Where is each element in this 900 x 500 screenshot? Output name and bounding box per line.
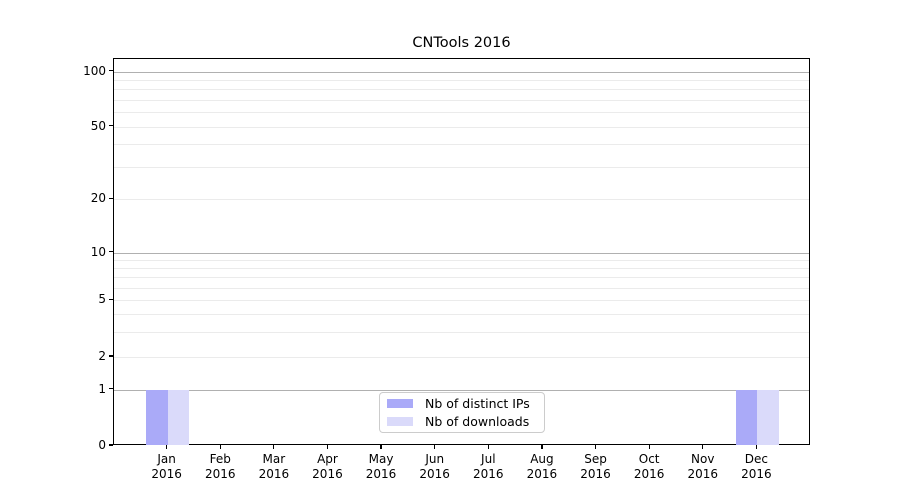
gridline-y-40 (114, 144, 809, 146)
y-tick-20 (109, 197, 113, 199)
x-tick-label-dec: Dec 2016 (724, 452, 788, 482)
x-tick-oct (648, 445, 650, 449)
x-tick-label-nov: Nov 2016 (671, 452, 735, 482)
x-tick-year: 2016 (365, 467, 397, 481)
y-tick-100 (109, 69, 113, 72)
bar-nb-of-distinct-ips-jan (146, 389, 168, 445)
legend-label: Nb of distinct IPs (425, 396, 530, 411)
x-tick-jan (166, 445, 168, 449)
gridline-y-10 (114, 252, 809, 254)
x-tick-month: Aug (530, 452, 554, 466)
y-tick-50 (109, 125, 113, 127)
x-tick-label-sep: Sep 2016 (564, 452, 628, 482)
gridline-y-2 (114, 357, 809, 358)
y-tick-5 (109, 298, 113, 300)
gridline-y-30 (114, 167, 809, 169)
gridline-y-7 (114, 277, 809, 279)
gridline-y-50 (114, 126, 809, 128)
gridline-y-60 (114, 112, 809, 114)
y-tick-label-100: 100 (83, 63, 106, 78)
x-tick-month: Jul (481, 452, 496, 466)
gridline-y-90 (114, 79, 809, 81)
bar-nb-of-downloads-dec (757, 389, 779, 445)
x-tick-label-apr: Apr 2016 (295, 452, 359, 482)
legend-swatch-icon (387, 399, 413, 408)
x-tick-month: May (368, 452, 394, 466)
gridline-y-5 (114, 300, 809, 302)
x-tick-year: 2016 (687, 467, 719, 481)
x-tick-jun (434, 445, 436, 449)
x-tick-month: Jan (157, 452, 176, 466)
gridline-y-3 (114, 331, 809, 333)
x-tick-year: 2016 (741, 467, 772, 481)
plot-area (113, 58, 810, 445)
x-tick-year: 2016 (258, 467, 290, 481)
gridline-y-9 (114, 259, 809, 261)
x-tick-month: Mar (262, 452, 286, 466)
x-tick-may (380, 445, 382, 449)
y-tick-label-10: 10 (90, 244, 106, 259)
legend-item-0: Nb of distinct IPs (387, 396, 536, 411)
x-tick-label-mar: Mar 2016 (242, 452, 306, 482)
x-tick-month: Jun (425, 452, 445, 466)
gridline-y-6 (114, 287, 809, 289)
legend: Nb of distinct IPs Nb of downloads (379, 392, 545, 433)
x-tick-year: 2016 (419, 467, 450, 481)
x-tick-feb (219, 445, 221, 449)
x-tick-year: 2016 (580, 467, 611, 481)
bar-nb-of-distinct-ips-dec (735, 389, 758, 445)
x-tick-aug (541, 445, 543, 449)
gridline-y-4 (114, 314, 809, 316)
x-tick-year: 2016 (526, 467, 558, 481)
y-tick-1 (109, 387, 113, 390)
y-tick-label-0: 0 (98, 438, 106, 452)
x-tick-month: Sep (584, 452, 607, 466)
x-tick-label-oct: Oct 2016 (617, 452, 681, 482)
x-tick-dec (755, 445, 757, 449)
legend-item-1: Nb of downloads (387, 414, 536, 429)
x-tick-sep (594, 445, 597, 449)
legend-label: Nb of downloads (425, 414, 530, 429)
y-tick-10 (109, 250, 113, 253)
y-tick-label-1: 1 (98, 381, 106, 396)
gridline-y-8 (114, 267, 809, 269)
y-tick-label-2: 2 (98, 349, 106, 363)
y-tick-label-5: 5 (98, 292, 106, 307)
x-tick-label-jun: Jun 2016 (403, 452, 467, 482)
x-tick-year: 2016 (204, 467, 236, 481)
bar-nb-of-downloads-jan (167, 389, 190, 445)
gridline-y-80 (114, 89, 809, 91)
gridline-y-1 (114, 389, 809, 391)
x-tick-mar (273, 445, 275, 449)
y-tick-0 (109, 444, 113, 446)
x-tick-month: Oct (638, 452, 660, 466)
x-tick-year: 2016 (151, 467, 182, 481)
x-tick-label-may: May 2016 (349, 452, 413, 482)
chart-title: CNTools 2016 (412, 35, 511, 51)
gridline-y-20 (114, 199, 809, 201)
x-tick-label-feb: Feb 2016 (188, 452, 252, 482)
y-tick-label-20: 20 (90, 191, 106, 206)
x-tick-label-jul: Jul 2016 (456, 452, 520, 482)
x-tick-nov (702, 445, 704, 449)
x-tick-month: Nov (691, 452, 715, 466)
x-tick-jul (487, 445, 489, 449)
x-tick-month: Apr (317, 452, 338, 466)
x-tick-label-aug: Aug 2016 (510, 452, 574, 482)
legend-swatch-icon (387, 417, 413, 426)
y-tick-2 (109, 355, 113, 357)
x-tick-year: 2016 (312, 467, 343, 481)
x-tick-year: 2016 (633, 467, 665, 481)
y-tick-label-50: 50 (90, 118, 106, 133)
x-tick-year: 2016 (473, 467, 504, 481)
x-tick-label-jan: Jan 2016 (135, 452, 199, 482)
x-tick-apr (326, 445, 329, 449)
x-tick-month: Dec (744, 452, 768, 466)
gridline-y-70 (114, 99, 809, 101)
x-tick-month: Feb (209, 452, 231, 466)
gridline-y-100 (114, 71, 809, 73)
